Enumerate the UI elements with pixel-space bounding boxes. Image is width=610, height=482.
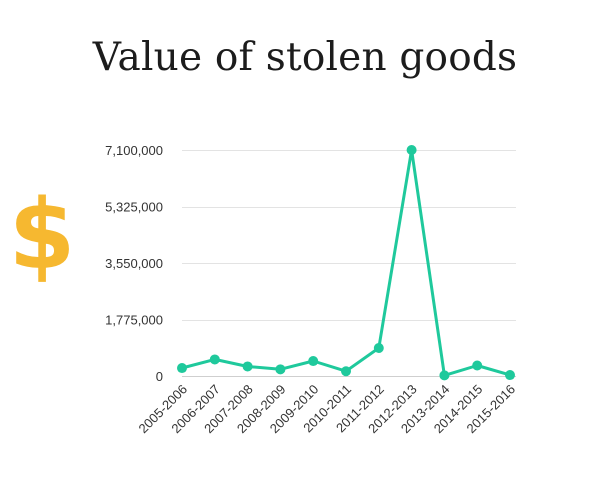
data-point xyxy=(209,354,220,365)
data-point xyxy=(505,370,515,381)
data-point xyxy=(177,363,187,374)
svg-text:$: $ xyxy=(9,184,76,284)
chart-title: Value of stolen goods xyxy=(92,35,518,80)
y-tick-label: 7,100,000 xyxy=(105,143,163,158)
data-point xyxy=(341,366,351,377)
y-tick-label: 1,775,000 xyxy=(105,313,163,328)
y-tick-label: 0 xyxy=(156,369,163,384)
y-tick-label: 5,325,000 xyxy=(105,200,163,215)
x-axis-tick-labels: 2005-20062006-20072007-20082008-20092009… xyxy=(136,382,519,437)
series-layer xyxy=(177,145,515,381)
data-point xyxy=(406,145,417,155)
data-point xyxy=(439,370,450,381)
y-axis-tick-labels: 0 1,775,000 3,550,000 5,325,000 7,100,000 xyxy=(105,143,163,384)
data-point xyxy=(373,342,384,353)
data-point xyxy=(242,361,253,372)
data-point xyxy=(472,360,483,371)
data-point xyxy=(308,356,319,367)
data-point xyxy=(275,364,286,375)
series-line xyxy=(180,148,512,377)
gridlines xyxy=(182,150,516,377)
y-tick-label: 3,550,000 xyxy=(105,256,163,271)
dollar-sign-icon: $ xyxy=(9,184,76,284)
